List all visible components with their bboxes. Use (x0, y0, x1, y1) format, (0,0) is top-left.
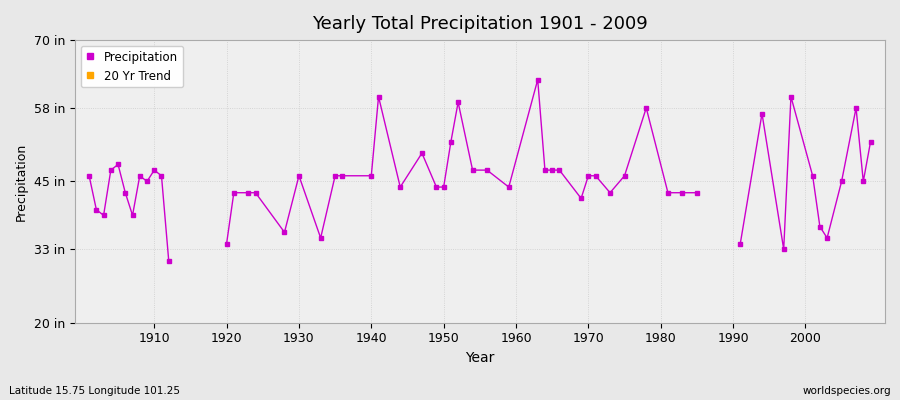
Text: Latitude 15.75 Longitude 101.25: Latitude 15.75 Longitude 101.25 (9, 386, 180, 396)
Title: Yearly Total Precipitation 1901 - 2009: Yearly Total Precipitation 1901 - 2009 (312, 15, 648, 33)
X-axis label: Year: Year (465, 351, 494, 365)
Text: worldspecies.org: worldspecies.org (803, 386, 891, 396)
Y-axis label: Precipitation: Precipitation (15, 142, 28, 220)
Legend: Precipitation, 20 Yr Trend: Precipitation, 20 Yr Trend (81, 46, 183, 87)
